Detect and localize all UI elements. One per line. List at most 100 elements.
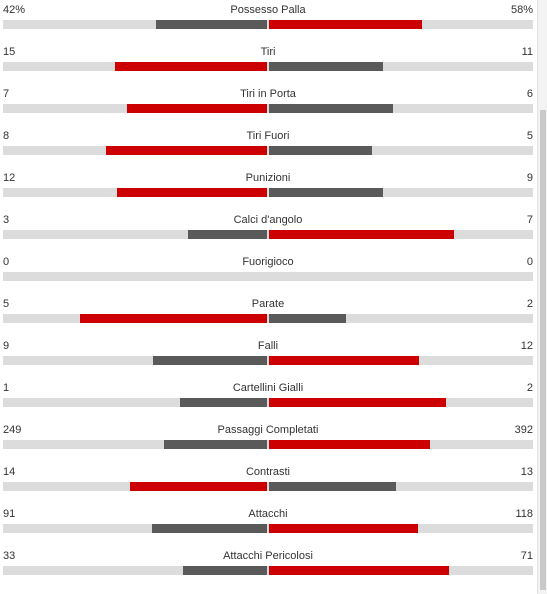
stat-name: Tiri in Porta xyxy=(240,88,296,100)
away-value: 58% xyxy=(510,4,533,16)
away-bar xyxy=(269,440,430,449)
away-bar xyxy=(269,356,419,365)
stat-label-line: 3 Calci d'angolo 7 xyxy=(3,213,533,227)
stat-label-line: 7 Tiri in Porta 6 xyxy=(3,87,533,101)
stat-label-line: 12 Punizioni 9 xyxy=(3,171,533,185)
home-bar xyxy=(156,20,267,29)
stat-bar-track xyxy=(3,62,533,71)
stat-label-line: 8 Tiri Fuori 5 xyxy=(3,129,533,143)
stat-bar-track xyxy=(3,272,533,281)
home-value: 8 xyxy=(3,130,10,142)
home-bar xyxy=(127,104,267,113)
home-bar xyxy=(188,230,267,239)
stat-name: Tiri Fuori xyxy=(246,130,290,142)
stat-row: 1 Cartellini Gialli 2 xyxy=(3,378,533,420)
stat-label-line: 1 Cartellini Gialli 2 xyxy=(3,381,533,395)
home-bar xyxy=(106,146,267,155)
away-bar xyxy=(269,230,454,239)
stat-name: Calci d'angolo xyxy=(233,214,303,226)
home-value: 33 xyxy=(3,550,16,562)
stat-name: Punizioni xyxy=(245,172,291,184)
home-value: 1 xyxy=(3,382,10,394)
home-bar xyxy=(80,314,267,323)
home-value: 91 xyxy=(3,508,16,520)
stat-label-line: 9 Falli 12 xyxy=(3,339,533,353)
stat-row: 8 Tiri Fuori 5 xyxy=(3,126,533,168)
away-value: 71 xyxy=(520,550,533,562)
stat-name: Contrasti xyxy=(245,466,291,478)
stat-label-line: 249 Passaggi Completati 392 xyxy=(3,423,533,437)
stat-bar-track xyxy=(3,146,533,155)
home-bar xyxy=(152,524,267,533)
stat-bar-track xyxy=(3,566,533,575)
stat-name: Cartellini Gialli xyxy=(232,382,304,394)
stat-row: 91 Attacchi 118 xyxy=(3,504,533,546)
away-bar xyxy=(269,482,396,491)
stat-name: Passaggi Completati xyxy=(217,424,319,436)
away-value: 118 xyxy=(515,508,533,520)
stat-bar-track xyxy=(3,104,533,113)
away-value: 2 xyxy=(526,298,533,310)
away-value: 11 xyxy=(521,46,533,58)
home-bar xyxy=(153,356,267,365)
stat-label-line: 33 Attacchi Pericolosi 71 xyxy=(3,549,533,563)
away-bar xyxy=(269,314,346,323)
stat-label-line: 14 Contrasti 13 xyxy=(3,465,533,479)
home-value: 0 xyxy=(3,256,10,268)
stat-bar-track xyxy=(3,20,533,29)
stat-row: 249 Passaggi Completati 392 xyxy=(3,420,533,462)
stat-row: 33 Attacchi Pericolosi 71 xyxy=(3,546,533,588)
away-bar xyxy=(269,20,422,29)
stat-name: Fuorigioco xyxy=(242,256,294,268)
away-bar xyxy=(269,62,383,71)
vertical-scrollbar[interactable] xyxy=(537,0,547,594)
home-bar xyxy=(180,398,267,407)
home-value: 9 xyxy=(3,340,10,352)
stat-bar-track xyxy=(3,314,533,323)
stat-bar-track xyxy=(3,356,533,365)
away-bar xyxy=(269,104,393,113)
home-value: 14 xyxy=(3,466,16,478)
stat-name: Possesso Palla xyxy=(230,4,306,16)
home-value: 15 xyxy=(3,46,16,58)
stat-row: 3 Calci d'angolo 7 xyxy=(3,210,533,252)
home-bar xyxy=(183,566,267,575)
stat-row: 12 Punizioni 9 xyxy=(3,168,533,210)
stat-bar-track xyxy=(3,188,533,197)
stat-label-line: 5 Parate 2 xyxy=(3,297,533,311)
away-bar xyxy=(269,398,446,407)
home-value: 12 xyxy=(3,172,16,184)
stat-bar-track xyxy=(3,230,533,239)
stat-name: Falli xyxy=(257,340,279,352)
stat-bar-track xyxy=(3,398,533,407)
scrollbar-thumb[interactable] xyxy=(540,110,546,590)
stat-label-line: 15 Tiri 11 xyxy=(3,45,533,59)
stat-row: 14 Contrasti 13 xyxy=(3,462,533,504)
away-value: 392 xyxy=(514,424,533,436)
away-value: 0 xyxy=(526,256,533,268)
away-value: 9 xyxy=(526,172,533,184)
home-bar xyxy=(164,440,267,449)
stat-bar-track xyxy=(3,482,533,491)
stat-row: 7 Tiri in Porta 6 xyxy=(3,84,533,126)
away-bar xyxy=(269,188,383,197)
stat-bar-track xyxy=(3,524,533,533)
stat-name: Tiri xyxy=(260,46,276,58)
stat-row: 0 Fuorigioco 0 xyxy=(3,252,533,294)
away-value: 12 xyxy=(520,340,533,352)
away-value: 6 xyxy=(526,88,533,100)
away-value: 7 xyxy=(526,214,533,226)
home-bar xyxy=(130,482,267,491)
home-value: 5 xyxy=(3,298,10,310)
stat-row: 15 Tiri 11 xyxy=(3,42,533,84)
home-bar xyxy=(117,188,267,197)
stat-label-line: 91 Attacchi 118 xyxy=(3,507,533,521)
home-value: 42% xyxy=(3,4,26,16)
home-value: 249 xyxy=(3,424,22,436)
stat-bar-track xyxy=(3,440,533,449)
away-bar xyxy=(269,524,418,533)
stat-name: Attacchi Pericolosi xyxy=(223,550,313,562)
stat-row: 5 Parate 2 xyxy=(3,294,533,336)
stat-row: 9 Falli 12 xyxy=(3,336,533,378)
stat-name: Parate xyxy=(251,298,285,310)
